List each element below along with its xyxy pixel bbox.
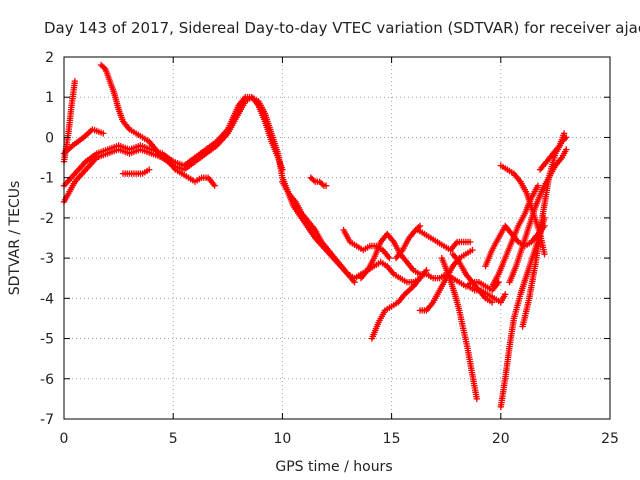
chart-title: Day 143 of 2017, Sidereal Day-to-day VTE… <box>44 19 640 37</box>
data-point-markers <box>279 178 424 286</box>
data-point-markers <box>392 222 424 262</box>
series-arc-2 <box>60 126 107 157</box>
series-arc-6 <box>119 166 153 177</box>
data-point-markers <box>416 246 476 314</box>
series-arc-24 <box>536 130 568 173</box>
series-arc-13 <box>416 246 476 314</box>
series-arc-18 <box>497 214 548 411</box>
data-point-markers <box>488 182 542 290</box>
x-tick-label: 10 <box>273 431 291 447</box>
x-tick-label: 25 <box>601 431 619 447</box>
series-arc-17 <box>464 283 509 306</box>
x-axis-tick-labels: 0 5 10 15 20 25 <box>60 431 619 447</box>
y-tick-label: -6 <box>40 372 54 388</box>
series-arc-10 <box>357 230 502 294</box>
data-point-markers <box>357 230 502 294</box>
axis-ticks <box>63 56 611 420</box>
x-tick-label: 0 <box>60 431 69 447</box>
x-tick-label: 20 <box>492 431 510 447</box>
x-axis-label: GPS time / hours <box>275 459 392 475</box>
data-point-markers <box>368 267 430 342</box>
y-tick-label: -5 <box>40 332 54 348</box>
data-point-markers <box>60 94 358 286</box>
series-line <box>62 96 356 284</box>
data-point-markers <box>464 283 509 306</box>
y-tick-label: -4 <box>40 291 54 307</box>
series-arc-11 <box>368 267 430 342</box>
series-arc-12 <box>392 222 424 262</box>
y-axis-label: SDTVAR / TECUs <box>7 181 23 296</box>
plot-area-frame <box>63 56 611 420</box>
y-tick-label: -1 <box>40 171 54 187</box>
series-arc-5 <box>97 61 218 189</box>
x-tick-label: 15 <box>383 431 401 447</box>
series-line <box>281 180 422 284</box>
data-point-markers <box>307 174 330 189</box>
series-line <box>99 63 216 187</box>
data-point-markers <box>438 254 480 403</box>
data-point-markers <box>97 61 218 189</box>
series-arc-7 <box>279 178 424 286</box>
data-series <box>60 61 570 411</box>
series-arc-8 <box>307 174 330 189</box>
y-tick-label: -3 <box>40 251 54 267</box>
y-tick-label: 2 <box>45 50 54 66</box>
y-tick-label: -2 <box>40 211 54 227</box>
series-arc-14 <box>414 226 474 254</box>
data-point-markers <box>119 166 153 177</box>
data-point-markers <box>414 226 474 254</box>
x-tick-label: 5 <box>169 431 178 447</box>
series-arc-15 <box>438 254 480 403</box>
data-point-markers <box>536 130 568 173</box>
y-tick-label: 1 <box>45 90 54 106</box>
data-point-markers <box>340 226 393 262</box>
y-tick-label: 0 <box>45 130 54 146</box>
y-axis-tick-labels: 2 1 0 -1 -2 -3 -4 -5 -6 -7 <box>40 50 54 428</box>
series-arc-9 <box>340 226 393 262</box>
series-arc-4 <box>60 94 358 286</box>
y-tick-label: -7 <box>40 412 54 428</box>
